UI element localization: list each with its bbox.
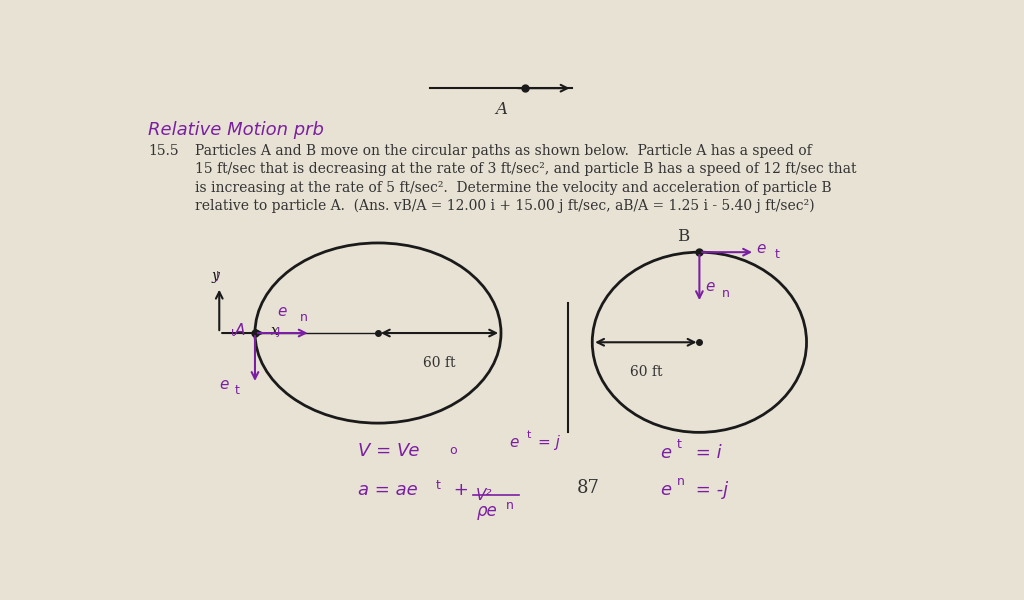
Text: n: n [722, 287, 729, 300]
Text: t: t [677, 439, 682, 451]
Text: is increasing at the rate of 5 ft/sec².  Determine the velocity and acceleration: is increasing at the rate of 5 ft/sec². … [196, 181, 833, 194]
Text: +: + [447, 481, 469, 499]
Text: e: e [659, 481, 671, 499]
Text: V²: V² [475, 488, 493, 503]
Text: t: t [436, 479, 440, 491]
Text: = -j: = -j [690, 481, 728, 499]
Text: o: o [450, 444, 457, 457]
Text: ι: ι [230, 326, 236, 338]
Text: 15 ft/sec that is decreasing at the rate of 3 ft/sec², and particle B has a spee: 15 ft/sec that is decreasing at the rate… [196, 162, 857, 176]
Text: J: J [215, 271, 218, 281]
Text: A: A [236, 323, 246, 338]
Text: n: n [506, 499, 514, 512]
Text: relative to particle A.  (Ans. vB/A = 12.00 i + 15.00 j ft/sec, aB/A = 1.25 i - : relative to particle A. (Ans. vB/A = 12.… [196, 199, 815, 214]
Text: t: t [526, 430, 530, 440]
Text: 15.5: 15.5 [147, 143, 178, 158]
Text: t: t [775, 248, 779, 261]
Text: ρe: ρe [477, 502, 498, 520]
Text: a = ae: a = ae [358, 481, 418, 499]
Text: e: e [219, 377, 228, 392]
Text: V = Ve: V = Ve [358, 442, 420, 460]
Text: e: e [659, 444, 671, 462]
Text: y: y [211, 269, 219, 283]
Text: x: x [270, 324, 279, 338]
Text: t: t [236, 384, 240, 397]
Text: Particles A and B move on the circular paths as shown below.  Particle A has a s: Particles A and B move on the circular p… [196, 143, 812, 158]
Text: e: e [757, 241, 766, 256]
Text: J: J [276, 327, 280, 337]
Text: 60 ft: 60 ft [630, 365, 663, 379]
Text: = i: = i [690, 444, 722, 462]
Text: e: e [278, 304, 287, 319]
Text: e: e [509, 434, 518, 449]
Text: B: B [678, 228, 689, 245]
Text: Relative Motion prb: Relative Motion prb [147, 121, 324, 139]
Text: A: A [495, 101, 507, 118]
Text: 60 ft: 60 ft [423, 356, 456, 370]
Text: = j: = j [539, 434, 560, 449]
Text: 87: 87 [577, 479, 599, 497]
Text: e: e [706, 280, 715, 295]
Text: n: n [300, 311, 308, 324]
Text: n: n [677, 475, 685, 488]
